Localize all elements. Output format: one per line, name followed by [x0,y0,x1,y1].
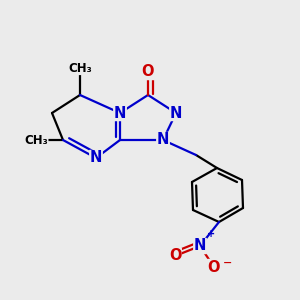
Text: N: N [114,106,126,121]
Text: +: + [207,229,215,239]
Text: N: N [90,151,102,166]
Text: O: O [208,260,220,274]
Text: N: N [170,106,182,121]
Text: O: O [169,248,181,263]
Text: O: O [142,64,154,80]
Text: CH₃: CH₃ [68,61,92,74]
Text: −: − [223,258,232,268]
Text: N: N [194,238,206,253]
Text: N: N [157,133,169,148]
Text: CH₃: CH₃ [24,134,48,146]
